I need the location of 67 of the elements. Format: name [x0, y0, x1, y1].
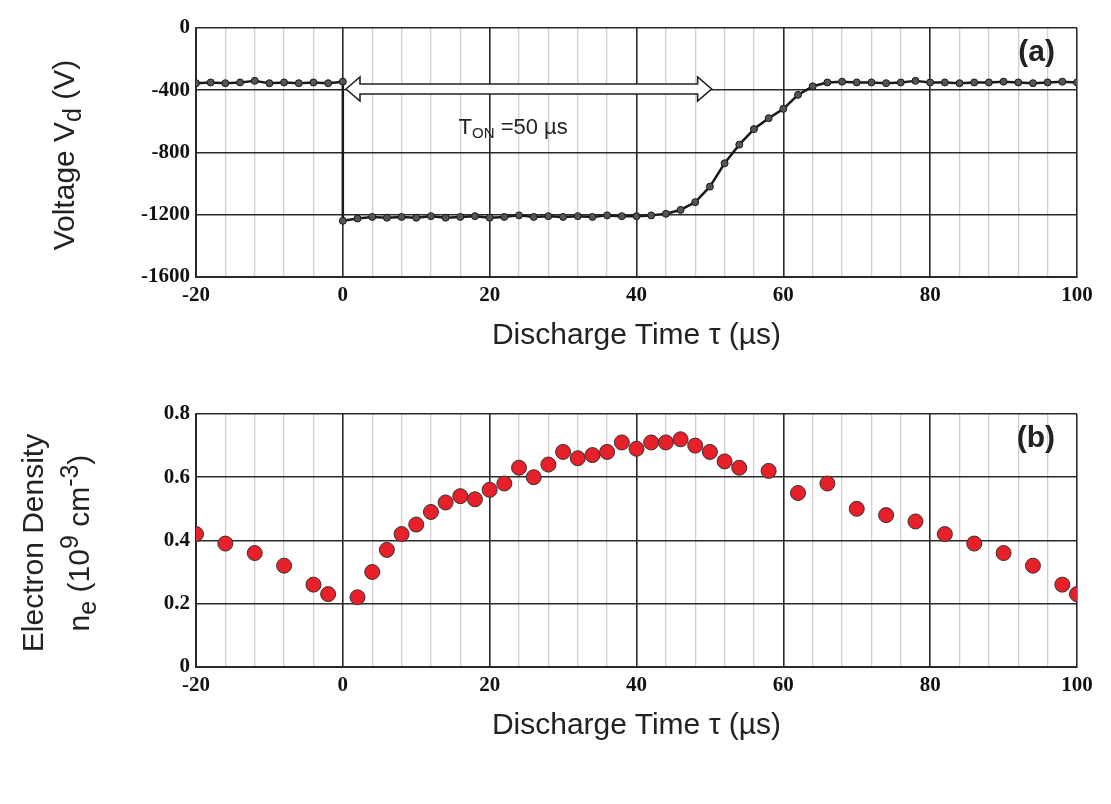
x-tick-label: 0	[337, 281, 349, 306]
x-axis-title: Discharge Time τ (µs)	[490, 316, 783, 352]
point	[393, 526, 410, 543]
point	[555, 443, 572, 460]
point	[995, 545, 1012, 562]
point	[628, 440, 645, 457]
y-tick-label: -800	[151, 138, 190, 163]
point	[672, 431, 689, 448]
point	[305, 576, 322, 593]
x-tick-label: 60	[772, 281, 794, 306]
x-tick-label: 100	[1061, 671, 1093, 696]
point	[966, 535, 983, 552]
point	[481, 481, 498, 498]
annotation: (b)	[1016, 420, 1055, 454]
point	[437, 494, 454, 511]
x-tick-label: 0	[337, 671, 349, 696]
point	[511, 459, 528, 476]
point	[525, 469, 542, 486]
point	[569, 450, 586, 467]
x-tick-label: 100	[1061, 281, 1093, 306]
x-tick-label: 40	[626, 281, 647, 306]
point	[217, 535, 234, 552]
point	[364, 564, 381, 580]
y-tick-label: 0.2	[163, 590, 190, 615]
y-tick-label: 0.8	[163, 400, 190, 425]
point	[466, 491, 483, 508]
point	[584, 447, 601, 464]
point	[701, 443, 718, 460]
x-tick-label: 80	[919, 671, 941, 696]
x-tick-label: 80	[919, 281, 941, 306]
point	[687, 437, 704, 454]
point	[848, 500, 865, 517]
y-tick-label: -400	[151, 76, 190, 101]
point	[320, 586, 337, 603]
point	[760, 462, 777, 479]
point	[790, 485, 807, 501]
x-axis-title: Discharge Time τ (µs)	[490, 706, 783, 742]
x-tick-label: 20	[479, 281, 501, 306]
point	[496, 475, 513, 492]
point	[657, 434, 674, 451]
point	[1024, 557, 1041, 574]
x-tick-label: 60	[772, 671, 794, 696]
point	[1054, 576, 1071, 593]
point	[540, 456, 557, 473]
point	[819, 475, 836, 492]
point	[276, 557, 293, 574]
point	[349, 589, 366, 606]
point	[408, 516, 425, 533]
point	[643, 434, 660, 451]
y-tick-label: 0.6	[163, 463, 190, 488]
annotation: (a)	[1018, 34, 1055, 68]
y-tick-label: 0.4	[163, 526, 191, 551]
point	[422, 503, 439, 520]
point	[452, 488, 469, 505]
point	[936, 526, 953, 543]
y-tick-label: -1200	[141, 201, 190, 226]
point	[878, 507, 895, 524]
point	[731, 459, 748, 476]
x-tick-label: 40	[626, 671, 647, 696]
point	[907, 513, 924, 530]
point	[716, 453, 733, 470]
y-tick-label: 0	[179, 14, 190, 39]
point	[378, 541, 395, 558]
point	[599, 443, 616, 460]
point	[613, 434, 630, 451]
point	[246, 545, 263, 562]
x-tick-label: 20	[479, 671, 501, 696]
